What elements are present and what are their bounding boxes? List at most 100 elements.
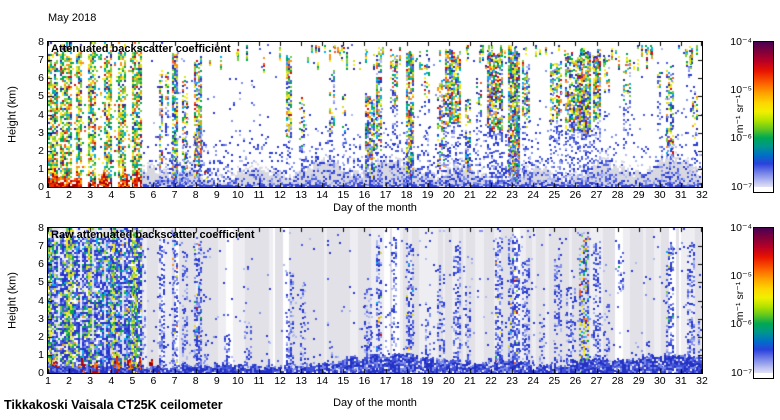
x-tick-label: 28 [611,375,624,387]
y-tick-label: 1 [38,348,44,361]
colorbar-tick-label: 10⁻⁵ [730,83,752,96]
x-tick-label: 17 [379,189,392,201]
y-tick-label: 4 [38,294,44,307]
x-tick-label: 20 [442,375,455,387]
x-tick-label: 5 [129,189,136,201]
x-tick-label: 30 [653,189,666,201]
y-tick-label: 6 [38,72,44,85]
x-tick-label: 2 [66,189,73,201]
y-tick-label: 0 [38,367,44,379]
colorbar-canvas-top [754,42,773,187]
colorbar-canvas-bottom [754,228,773,373]
x-tick-label: 32 [696,189,708,201]
x-tick-label: 7 [171,189,178,201]
x-tick-label: 1 [45,375,51,387]
x-tick-label: 7 [171,375,178,387]
y-tick-label: 5 [38,90,44,103]
x-tick-label: 23 [506,189,518,201]
x-tick-label: 25 [548,375,561,387]
colorbar-tick-label: 10⁻⁴ [730,221,752,234]
x-tick-label: 15 [337,189,350,201]
x-tick-label: 28 [611,189,624,201]
y-tick-label: 7 [38,54,44,67]
x-tick-label: 15 [337,375,350,387]
x-tick-label: 16 [358,189,371,201]
y-axis-label-top: Height (km) [6,86,19,143]
x-tick-label: 22 [485,189,497,201]
colorbar-top [753,41,774,193]
x-tick-label: 18 [400,375,413,387]
figure-title: May 2018 [48,12,97,24]
x-tick-label: 18 [400,189,413,201]
instrument-caption: Tikkakoski Vaisala CT25K ceilometer [4,398,223,412]
x-tick-label: 8 [192,375,199,387]
x-tick-label: 29 [632,189,645,201]
x-tick-label: 14 [316,189,329,201]
x-tick-label: 8 [192,189,199,201]
y-tick-label: 1 [38,162,44,175]
x-tick-label: 25 [548,189,561,201]
x-tick-label: 17 [379,375,392,387]
x-tick-label: 4 [108,189,115,201]
y-tick-label: 8 [38,222,44,234]
x-axis-label-top: Day of the month [333,202,417,214]
y-tick-label: 5 [38,276,44,289]
y-tick-label: 3 [38,312,44,325]
colorbar-tick-label: 10⁻⁷ [730,366,752,379]
x-tick-label: 30 [653,375,666,387]
y-tick-label: 2 [38,144,44,157]
panel-raw: Raw attenuated backscatter coefficient [47,227,703,374]
y-tick-label: 6 [38,258,44,271]
x-tick-label: 16 [358,375,371,387]
heatmap-canvas-attenuated [48,42,702,187]
x-tick-label: 1 [45,189,51,201]
x-tick-label: 20 [442,189,455,201]
panel-attenuated: Attenuated backscatter coefficient [47,41,703,188]
x-tick-label: 6 [150,375,157,387]
x-tick-label: 31 [675,189,687,201]
x-tick-label: 27 [590,189,603,201]
x-tick-label: 6 [150,189,157,201]
x-tick-label: 19 [421,189,434,201]
x-tick-label: 4 [108,375,115,387]
x-tick-label: 3 [87,375,94,387]
y-tick-label: 4 [38,108,44,121]
x-tick-label: 31 [675,375,687,387]
x-tick-label: 21 [464,375,476,387]
x-tick-label: 13 [295,189,307,201]
x-tick-label: 21 [464,189,476,201]
x-tick-label: 12 [274,375,286,387]
x-tick-label: 11 [253,189,265,201]
x-tick-label: 14 [316,375,329,387]
heatmap-canvas-raw [48,228,702,373]
colorbar-tick-label: 10⁻⁵ [730,269,752,282]
x-tick-label: 19 [421,375,434,387]
x-tick-label: 3 [87,189,94,201]
colorbar-bottom [753,227,774,379]
y-tick-label: 3 [38,126,44,139]
x-tick-label: 29 [632,375,645,387]
x-tick-label: 32 [696,375,708,387]
panel-label-attenuated: Attenuated backscatter coefficient [51,43,231,55]
x-tick-label: 27 [590,375,603,387]
x-tick-label: 9 [213,189,220,201]
x-tick-label: 13 [295,375,307,387]
x-axis-label-bottom: Day of the month [333,397,417,409]
x-tick-label: 2 [66,375,73,387]
colorbar-tick-label: 10⁻⁷ [730,180,752,193]
x-tick-label: 11 [253,375,265,387]
x-tick-label: 22 [485,375,497,387]
x-tick-label: 26 [569,375,582,387]
x-tick-label: 10 [232,375,244,387]
y-tick-label: 0 [38,181,44,193]
x-tick-label: 24 [527,189,540,201]
y-tick-label: 8 [38,36,44,48]
colorbar-tick-label: 10⁻⁶ [730,132,752,145]
y-tick-label: 2 [38,330,44,343]
y-tick-label: 7 [38,240,44,253]
colorbar-tick-label: 10⁻⁶ [730,318,752,331]
x-tick-label: 24 [527,375,540,387]
x-tick-label: 10 [232,189,244,201]
x-tick-label: 5 [129,375,136,387]
